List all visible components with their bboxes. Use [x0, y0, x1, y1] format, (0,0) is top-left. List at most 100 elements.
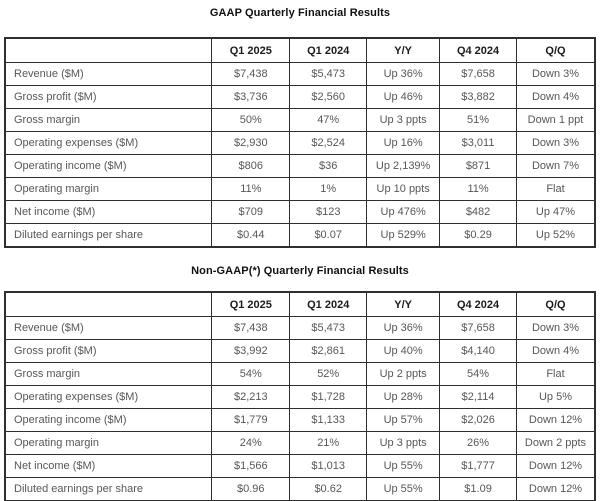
table-row: Gross profit ($M) $3,992 $2,861 Up 40% $4,14… [4, 339, 596, 363]
cell-value: $3,011 [439, 131, 517, 155]
column-header: Q/Q [515, 291, 596, 317]
row-label: Operating margin [4, 431, 213, 455]
table-row: Gross profit ($M) $3,736 $2,560 Up 46% $3,88… [4, 85, 596, 109]
cell-value: $0.29 [439, 223, 517, 248]
column-header: Q1 2025 [211, 37, 291, 63]
cell-value: Down 12% [515, 454, 596, 478]
row-label: Operating margin [4, 177, 213, 201]
cell-value: Flat [515, 362, 596, 386]
cell-value: $0.96 [211, 477, 291, 501]
table-row: Net income ($M) $1,566 $1,013 Up 55% $1,777 D… [4, 454, 596, 478]
table-row: Operating expenses ($M) $2,213 $1,728 Up 28… [4, 385, 596, 409]
cell-value: $2,930 [211, 131, 291, 155]
cell-value: $2,861 [289, 339, 368, 363]
row-label: Revenue ($M) [4, 316, 213, 340]
cell-value: 54% [439, 362, 517, 386]
row-label: Diluted earnings per share [4, 223, 213, 248]
column-header: Q/Q [515, 37, 596, 63]
cell-value: $7,438 [211, 62, 291, 86]
row-label: Revenue ($M) [4, 62, 213, 86]
column-header: Q1 2024 [289, 37, 368, 63]
cell-value: Down 1 ppt [515, 108, 596, 132]
column-header: Q1 2024 [289, 291, 368, 317]
cell-value: 11% [211, 177, 291, 201]
cell-value: Up 2 ppts [366, 362, 441, 386]
table-row: Operating margin 24% 21% Up 3 ppts 26% Down 2… [4, 431, 596, 455]
table-row: Operating margin 11% 1% Up 10 ppts 11% Flat [4, 177, 596, 201]
row-label: Diluted earnings per share [4, 477, 213, 501]
cell-value: $5,473 [289, 316, 368, 340]
table-row: Gross margin 54% 52% Up 2 ppts 54% Flat [4, 362, 596, 386]
non-gaap-table-title: Non-GAAP(*) Quarterly Financial Results [191, 265, 409, 277]
cell-value: Up 55% [366, 477, 441, 501]
cell-value: $123 [289, 200, 368, 224]
cell-value: Up 3 ppts [366, 108, 441, 132]
cell-value: Up 55% [366, 454, 441, 478]
cell-value: 24% [211, 431, 291, 455]
cell-value: Up 476% [366, 200, 441, 224]
cell-value: Down 3% [515, 131, 596, 155]
cell-value: 21% [289, 431, 368, 455]
cell-value: $7,658 [439, 62, 517, 86]
header-row: Q1 2025 Q1 2024 Y/Y Q4 2024 Q/Q [4, 291, 596, 317]
cell-value: Down 7% [515, 154, 596, 178]
cell-value: Up 47% [515, 200, 596, 224]
table-body: Revenue ($M) $7,438 $5,473 Up 36% $7,658 Down… [4, 62, 596, 248]
cell-value: $2,560 [289, 85, 368, 109]
cell-value: Up 46% [366, 85, 441, 109]
cell-value: $1.09 [439, 477, 517, 501]
cell-value: $2,213 [211, 385, 291, 409]
cell-value: $36 [289, 154, 368, 178]
cell-value: Down 4% [515, 339, 596, 363]
row-label: Gross margin [4, 362, 213, 386]
row-label: Operating expenses ($M) [4, 385, 213, 409]
cell-value: $0.07 [289, 223, 368, 248]
cell-value: 26% [439, 431, 517, 455]
cell-value: 47% [289, 108, 368, 132]
cell-value: Up 40% [366, 339, 441, 363]
cell-value: Up 36% [366, 62, 441, 86]
cell-value: 52% [289, 362, 368, 386]
cell-value: Up 57% [366, 408, 441, 432]
cell-value: $871 [439, 154, 517, 178]
column-header [4, 291, 213, 317]
cell-value: $482 [439, 200, 517, 224]
table-row: Operating expenses ($M) $2,930 $2,524 Up 16… [4, 131, 596, 155]
cell-value: $1,013 [289, 454, 368, 478]
cell-value: Up 36% [366, 316, 441, 340]
table-row: Gross margin 50% 47% Up 3 ppts 51% Down 1 ppt [4, 108, 596, 132]
row-label: Operating income ($M) [4, 154, 213, 178]
column-header: Y/Y [366, 291, 441, 317]
cell-value: Down 2 ppts [515, 431, 596, 455]
cell-value: $0.62 [289, 477, 368, 501]
cell-value: $0.44 [211, 223, 291, 248]
cell-value: Down 12% [515, 408, 596, 432]
cell-value: Up 28% [366, 385, 441, 409]
cell-value: Up 2,139% [366, 154, 441, 178]
cell-value: $1,779 [211, 408, 291, 432]
cell-value: $4,140 [439, 339, 517, 363]
gaap-table-title: GAAP Quarterly Financial Results [209, 7, 391, 19]
cell-value: 54% [211, 362, 291, 386]
table-header: Q1 2025 Q1 2024 Y/Y Q4 2024 Q/Q [4, 291, 596, 317]
cell-value: 11% [439, 177, 517, 201]
cell-value: Down 3% [515, 316, 596, 340]
row-label: Gross margin [4, 108, 213, 132]
column-header [4, 37, 213, 63]
cell-value: Up 16% [366, 131, 441, 155]
cell-value: $2,026 [439, 408, 517, 432]
row-label: Gross profit ($M) [4, 85, 213, 109]
cell-value: Down 12% [515, 477, 596, 501]
cell-value: 51% [439, 108, 517, 132]
row-label: Gross profit ($M) [4, 339, 213, 363]
header-row: Q1 2025 Q1 2024 Y/Y Q4 2024 Q/Q [4, 37, 596, 63]
cell-value: $1,728 [289, 385, 368, 409]
row-label: Operating expenses ($M) [4, 131, 213, 155]
cell-value: $7,438 [211, 316, 291, 340]
column-header: Q4 2024 [439, 37, 517, 63]
table-row: Diluted earnings per share $0.44 $0.07 Up 5… [4, 223, 596, 248]
cell-value: $3,882 [439, 85, 517, 109]
cell-value: 1% [289, 177, 368, 201]
cell-value: Up 3 ppts [366, 431, 441, 455]
